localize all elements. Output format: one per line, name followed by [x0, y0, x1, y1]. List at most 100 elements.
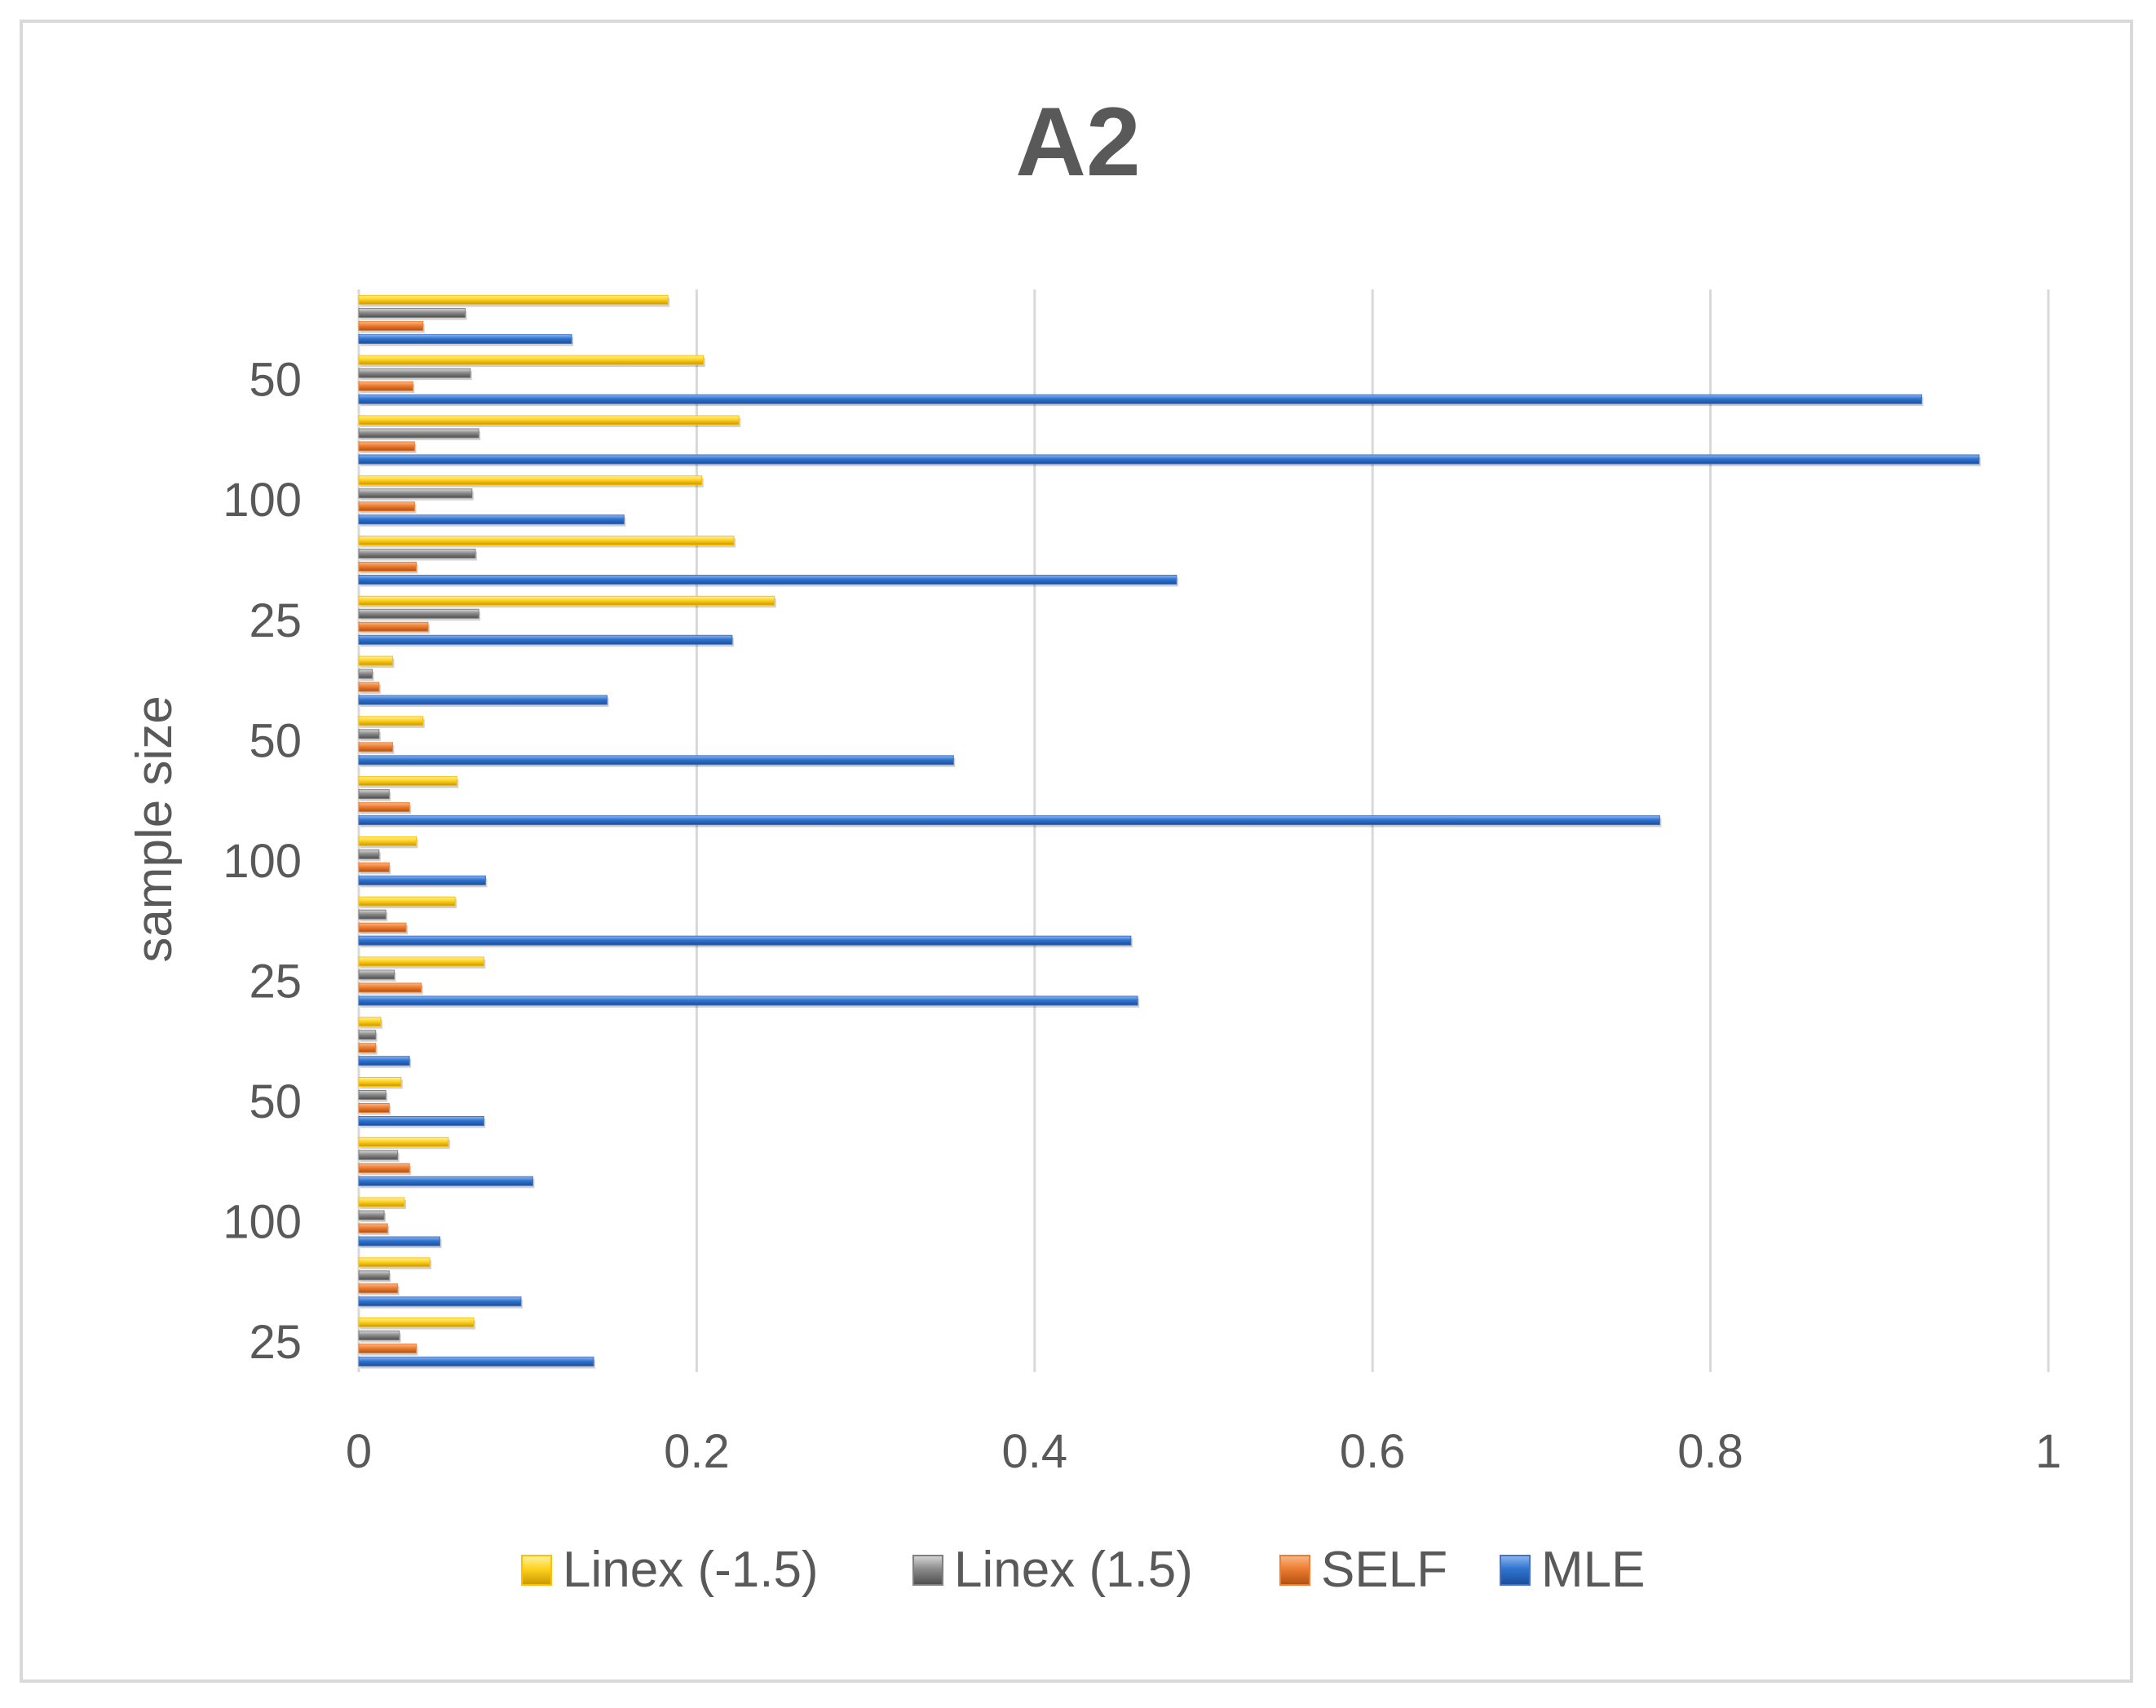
- bar-linex-1-5--6: [358, 969, 395, 980]
- bar-linex-1-5--14: [358, 488, 473, 499]
- bar-linex-1-5--0: [358, 1317, 475, 1328]
- bar-self-12: [358, 621, 429, 632]
- bar-linex-1-5--6: [358, 956, 484, 967]
- bar-mle-4: [358, 1116, 484, 1126]
- bar-linex-1-5--13: [358, 536, 735, 545]
- gridlines: [357, 289, 2050, 1372]
- legend-swatch-1: [912, 1555, 943, 1586]
- y-axis-title: sample size: [126, 695, 183, 962]
- legend-label-2: SELF: [1321, 1542, 1447, 1598]
- bar-self-5: [358, 1043, 377, 1053]
- bar-linex-1-5--3: [358, 1136, 449, 1147]
- bar-mle-7: [358, 935, 1132, 946]
- x-tick-label: 0.4: [1001, 1425, 1067, 1478]
- legend: Linex (-1.5) Linex (1.5) SELF MLE: [521, 1542, 1645, 1598]
- bar-self-7: [358, 922, 407, 933]
- bar-linex-1-5--11: [358, 669, 373, 679]
- bar-linex-1-5--2: [358, 1210, 385, 1220]
- y-tick-label: 25: [249, 955, 302, 1008]
- bar-linex-1-5--10: [358, 729, 380, 739]
- bar-mle-10: [358, 755, 954, 766]
- bar-linex-1-5--7: [358, 909, 387, 920]
- bars: [358, 294, 1981, 1369]
- bar-linex-1-5--1: [358, 1257, 431, 1268]
- x-tick-label: 0: [346, 1425, 372, 1478]
- bar-self-11: [358, 682, 380, 692]
- bar-self-14: [358, 501, 415, 512]
- bar-linex-1-5--17: [358, 307, 466, 318]
- category-labels: 25 100 50 25 100 50 25 100 50: [223, 354, 302, 1369]
- legend-swatch-2: [1279, 1555, 1310, 1586]
- y-tick-label: 100: [223, 474, 302, 527]
- y-tick-label: 50: [249, 354, 302, 407]
- bar-linex-1-5--15: [358, 415, 740, 426]
- bar-self-10: [358, 742, 393, 752]
- bar-linex-1-5--3: [358, 1150, 399, 1160]
- bar-linex-1-5--1: [358, 1270, 390, 1281]
- bar-linex-1-5--5: [358, 1017, 382, 1027]
- legend-label-3: MLE: [1541, 1542, 1645, 1598]
- bar-mle-6: [358, 995, 1138, 1006]
- bar-mle-17: [358, 333, 572, 344]
- chart-title: A2: [1015, 87, 1140, 196]
- bar-linex-1-5--0: [358, 1331, 400, 1341]
- bar-self-16: [358, 381, 413, 391]
- bar-mle-16: [358, 394, 1923, 404]
- bar-linex-1-5--14: [358, 475, 703, 486]
- bar-mle-8: [358, 875, 486, 885]
- bar-linex-1-5--4: [358, 1077, 402, 1087]
- bar-self-6: [358, 982, 422, 993]
- bar-mle-11: [358, 695, 608, 705]
- bar-linex-1-5--4: [358, 1090, 387, 1100]
- bar-linex-1-5--16: [358, 368, 471, 378]
- bar-linex-1-5--16: [358, 355, 705, 365]
- bar-self-2: [358, 1223, 388, 1234]
- y-tick-label: 50: [249, 714, 302, 767]
- bar-mle-12: [358, 634, 733, 645]
- y-tick-label: 50: [249, 1075, 302, 1128]
- bar-linex-1-5--17: [358, 294, 669, 305]
- x-tick-label: 0.8: [1677, 1425, 1743, 1478]
- bar-self-4: [358, 1103, 390, 1113]
- bar-mle-3: [358, 1176, 533, 1186]
- x-tick-labels: 0 0.2 0.4 0.6 0.8 1: [346, 1425, 2061, 1478]
- bar-linex-1-5--12: [358, 608, 479, 619]
- bar-self-17: [358, 320, 424, 331]
- bar-self-13: [358, 562, 417, 572]
- bar-self-15: [358, 441, 415, 452]
- bar-mle-5: [358, 1056, 410, 1066]
- bar-mle-13: [358, 575, 1177, 585]
- bar-linex-1-5--15: [358, 428, 479, 439]
- bar-linex-1-5--9: [358, 789, 390, 800]
- bar-linex-1-5--10: [358, 716, 424, 726]
- bar-linex-1-5--11: [358, 655, 393, 666]
- bar-mle-0: [358, 1357, 594, 1367]
- legend-swatch-3: [1500, 1555, 1531, 1586]
- bar-self-3: [358, 1163, 410, 1173]
- bar-linex-1-5--12: [358, 595, 775, 606]
- bar-linex-1-5--9: [358, 776, 457, 787]
- bar-linex-1-5--8: [358, 849, 380, 859]
- y-tick-label: 25: [249, 1316, 302, 1369]
- x-tick-label: 0.2: [664, 1425, 730, 1478]
- bar-self-0: [358, 1344, 417, 1354]
- legend-label-1: Linex (1.5): [954, 1542, 1193, 1598]
- y-tick-label: 100: [223, 1196, 302, 1249]
- legend-label-0: Linex (-1.5): [563, 1542, 819, 1598]
- bar-self-1: [358, 1283, 399, 1294]
- bar-linex-1-5--8: [358, 836, 417, 846]
- bar-linex-1-5--7: [358, 896, 456, 907]
- y-tick-label: 25: [249, 594, 302, 647]
- bar-self-9: [358, 802, 410, 813]
- x-tick-label: 0.6: [1340, 1425, 1406, 1478]
- bar-mle-15: [358, 454, 1980, 465]
- y-tick-label: 100: [223, 835, 302, 888]
- bar-mle-14: [358, 514, 625, 525]
- bar-linex-1-5--2: [358, 1197, 405, 1207]
- legend-swatch-0: [521, 1555, 552, 1586]
- bar-linex-1-5--5: [358, 1030, 377, 1040]
- bar-mle-9: [358, 815, 1660, 826]
- bar-mle-1: [358, 1296, 522, 1307]
- bar-self-8: [358, 862, 390, 872]
